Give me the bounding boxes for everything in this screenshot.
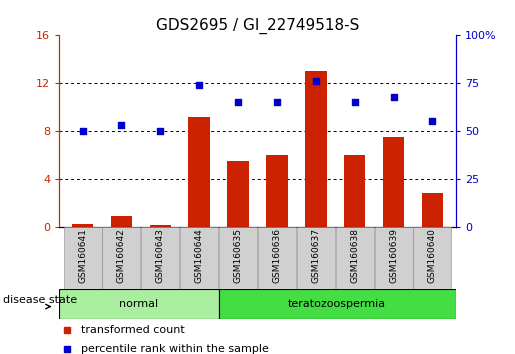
Text: normal: normal: [119, 298, 159, 309]
Bar: [59, 289, 219, 319]
Bar: [141, 227, 179, 289]
Text: GSM160638: GSM160638: [350, 228, 359, 284]
Bar: [374, 227, 413, 289]
Bar: [180, 227, 218, 289]
Bar: [297, 227, 335, 289]
Bar: [422, 193, 443, 227]
Text: GSM160644: GSM160644: [195, 228, 204, 283]
Point: [273, 99, 281, 105]
Point: [195, 82, 203, 88]
Point: [351, 99, 359, 105]
Bar: [305, 71, 327, 227]
Text: disease state: disease state: [3, 295, 77, 305]
Point: [156, 128, 164, 134]
Bar: [102, 227, 141, 289]
Bar: [188, 117, 210, 227]
Point: [428, 119, 437, 124]
Bar: [219, 227, 257, 289]
Bar: [63, 227, 101, 289]
Point: [78, 128, 87, 134]
Point: [312, 79, 320, 84]
Title: GDS2695 / GI_22749518-S: GDS2695 / GI_22749518-S: [156, 18, 359, 34]
Text: GSM160643: GSM160643: [156, 228, 165, 283]
Bar: [344, 155, 365, 227]
Text: GSM160637: GSM160637: [311, 228, 320, 284]
Bar: [111, 216, 132, 227]
Text: GSM160639: GSM160639: [389, 228, 398, 284]
Bar: [414, 227, 452, 289]
Point: [63, 328, 71, 333]
Text: transformed count: transformed count: [81, 325, 185, 336]
Text: GSM160636: GSM160636: [272, 228, 281, 284]
Bar: [266, 155, 288, 227]
Bar: [150, 225, 171, 227]
Bar: [336, 227, 374, 289]
Text: GSM160642: GSM160642: [117, 228, 126, 283]
Text: teratozoospermia: teratozoospermia: [288, 298, 386, 309]
Text: GSM160640: GSM160640: [428, 228, 437, 283]
Point: [389, 94, 398, 99]
Text: GSM160635: GSM160635: [234, 228, 243, 284]
Bar: [383, 137, 404, 227]
Bar: [219, 289, 456, 319]
Bar: [72, 224, 93, 227]
Bar: [258, 227, 296, 289]
Text: percentile rank within the sample: percentile rank within the sample: [81, 344, 269, 354]
Text: GSM160641: GSM160641: [78, 228, 87, 283]
Point: [234, 99, 242, 105]
Point: [117, 122, 126, 128]
Point: [63, 346, 71, 352]
Bar: [227, 161, 249, 227]
